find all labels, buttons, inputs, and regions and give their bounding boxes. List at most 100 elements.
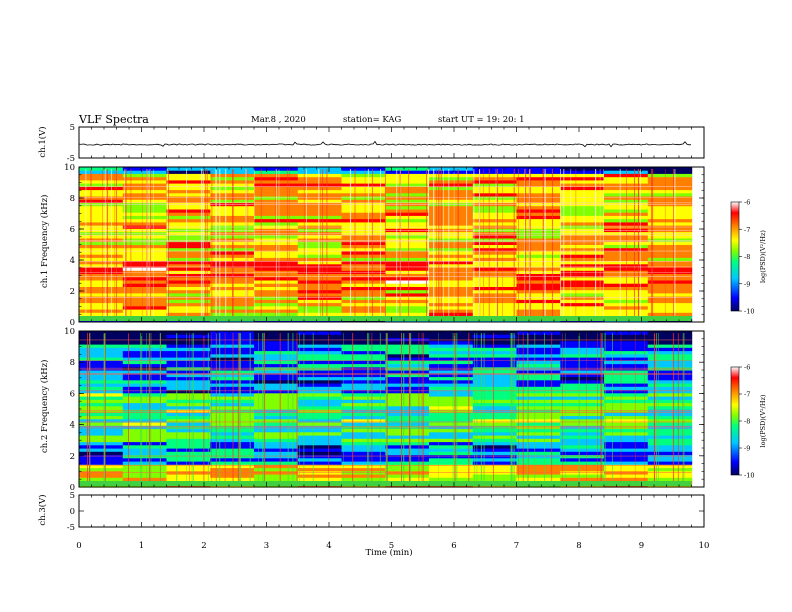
spectrogram-cell <box>604 234 649 239</box>
spectrogram-cell <box>516 331 561 335</box>
spectrogram-cell <box>604 299 649 304</box>
spectrogram-cell <box>385 448 430 452</box>
spectrogram-cell <box>297 422 343 426</box>
spectrogram-cell <box>122 392 168 397</box>
spectrogram-cell <box>647 251 693 255</box>
spectrogram-cell <box>385 383 430 387</box>
spectrogram-cell <box>385 280 430 284</box>
spectrogram-cell <box>604 464 649 469</box>
colorbar-tick-label: -6 <box>744 364 750 372</box>
spectrogram-cell <box>560 251 605 255</box>
spectrogram-cell <box>560 386 605 391</box>
spectrogram-cell <box>647 296 693 300</box>
spectrogram-cell <box>122 464 168 469</box>
spectrogram-cell <box>341 244 386 249</box>
spectrogram-cell <box>516 179 561 184</box>
spectrogram-cell <box>122 363 168 368</box>
spectrogram-cell <box>166 260 211 265</box>
spectrogram-cell <box>385 286 430 291</box>
spectrogram-cell <box>472 438 518 443</box>
spectrogram-cell <box>341 241 386 245</box>
spectrogram-cell <box>297 370 343 374</box>
spectrogram-cell <box>297 418 343 423</box>
spectrogram-cell <box>560 366 605 371</box>
spectrogram-cell <box>429 386 474 391</box>
spectrogram-cell <box>254 370 299 374</box>
spectrogram-cell <box>472 263 518 268</box>
spectrogram-cell <box>472 344 518 348</box>
spectrogram-cell <box>516 474 561 478</box>
spectrogram-cell <box>122 431 168 436</box>
spectrogram-cell <box>297 179 343 184</box>
spectrogram-cell <box>647 444 693 449</box>
spectrogram-cell <box>429 263 474 268</box>
spectrogram-cell <box>385 234 430 239</box>
spectrogram-cell <box>79 309 124 313</box>
spectrogram-cell <box>122 360 168 365</box>
spectrogram-cell <box>297 357 343 361</box>
spectrogram-cell <box>647 309 693 313</box>
spectrogram-cell <box>604 173 649 178</box>
spectrogram-cell <box>647 399 693 404</box>
spectrogram-cell <box>79 238 124 242</box>
spectrogram-cell <box>166 357 211 361</box>
spectrogram-cell <box>341 425 386 430</box>
spectrogram-cell <box>297 415 343 420</box>
spectrogram-cell <box>560 186 605 191</box>
spectrogram-cell <box>122 435 168 439</box>
spectrogram-cell <box>647 241 693 245</box>
spectrogram-cell <box>604 286 649 291</box>
spectrogram-cell <box>297 234 343 239</box>
spectrogram-cell <box>385 270 430 274</box>
spectrogram-cell <box>472 353 518 358</box>
spectrogram-cell <box>341 289 386 294</box>
spectrogram-cell <box>385 428 430 433</box>
spectrogram-cell <box>560 415 605 420</box>
spectrogram-cell <box>254 451 299 456</box>
spectrogram-cell <box>560 363 605 368</box>
spectrogram-cell <box>604 383 649 387</box>
spectrogram-cell <box>429 218 474 223</box>
spectrogram-cell <box>385 441 430 446</box>
spectrogram-cell <box>341 334 386 339</box>
spectrogram-cell <box>341 337 386 342</box>
spectrogram-cell <box>297 170 343 174</box>
spectrogram-cell <box>604 402 649 407</box>
spectrogram-cell <box>604 212 649 216</box>
spectrogram-cell <box>647 254 693 258</box>
spectrogram-cell <box>166 451 211 456</box>
spectrogram-cell <box>385 241 430 245</box>
spectrogram-cell <box>341 438 386 443</box>
spectrogram-cell <box>604 412 649 417</box>
spectrogram-cell <box>341 299 386 304</box>
spectrogram-cell <box>647 457 693 462</box>
spectrogram-cell <box>604 312 649 316</box>
spectrogram-cell <box>472 457 518 462</box>
spectrogram-cell <box>429 192 474 197</box>
spectrogram-cell <box>516 415 561 420</box>
spectrogram-cell <box>385 183 430 187</box>
spectrogram-cell <box>297 392 343 397</box>
spectrogram-cell <box>472 334 518 339</box>
spectrogram-cell <box>429 267 474 271</box>
spectrogram-cell <box>166 238 211 242</box>
spectrogram-cell <box>604 425 649 430</box>
spectrogram-cell <box>647 467 693 472</box>
spectrogram-cell <box>79 418 124 423</box>
spectrogram-cell <box>560 302 605 307</box>
ch1-spectrogram-ylabel: ch.1 Frequency (kHz) <box>40 194 50 288</box>
ch1-waveform-line <box>78 140 692 148</box>
spectrogram-cell <box>604 467 649 472</box>
spectrogram-cell <box>79 241 124 245</box>
y-tick-label: 0 <box>70 318 75 328</box>
spectrogram-cell <box>472 448 518 452</box>
spectrogram-cell <box>429 257 474 262</box>
spectrogram-cell <box>472 170 518 174</box>
spectrogram-cell <box>516 418 561 423</box>
spectrogram-cell <box>560 457 605 462</box>
spectrogram-cell <box>429 292 474 297</box>
spectrogram-cell <box>516 196 561 200</box>
spectrogram-cell <box>516 267 561 271</box>
spectrogram-cell <box>297 396 343 400</box>
spectrogram-cell <box>604 215 649 220</box>
